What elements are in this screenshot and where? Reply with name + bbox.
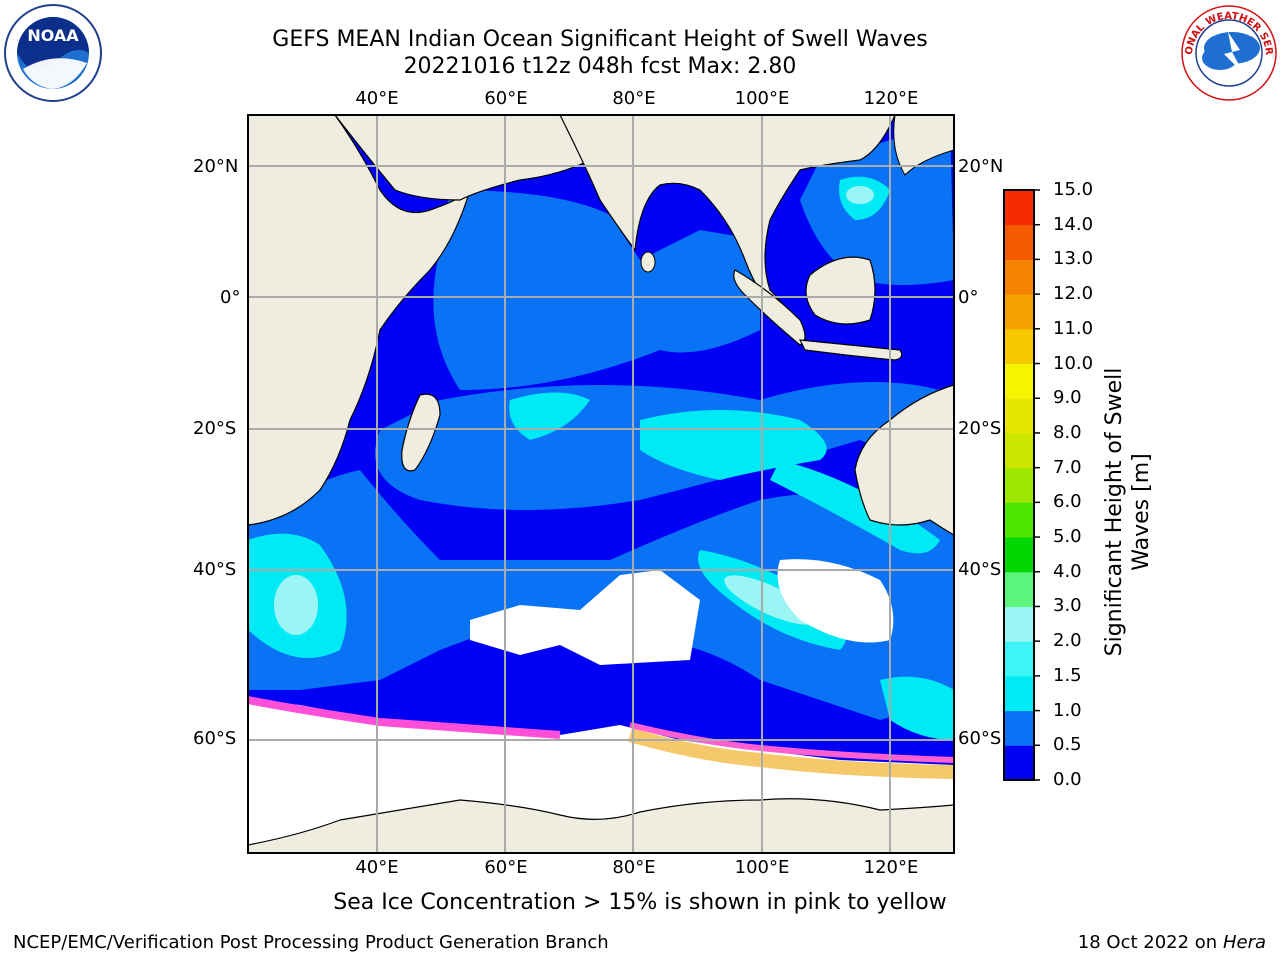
lon-label-bottom-60e: 60°E bbox=[484, 857, 528, 878]
credit-text: NCEP/EMC/Verification Post Processing Pr… bbox=[13, 932, 609, 953]
colorbar-tick-label: 4.0 bbox=[1053, 560, 1082, 582]
chart-title: GEFS MEAN Indian Ocean Significant Heigh… bbox=[272, 27, 928, 52]
colorbar-frame bbox=[1003, 189, 1035, 781]
africa-land bbox=[248, 115, 471, 526]
colorbar-segment bbox=[1004, 467, 1034, 503]
lat-label-left-20n: 20°N bbox=[193, 156, 239, 177]
sea-ice-patch-east bbox=[777, 559, 894, 643]
colorbar-tick-label: 14.0 bbox=[1053, 213, 1094, 235]
lat-label-left-60s: 60°S bbox=[193, 728, 237, 749]
date-text: 18 Oct 2022 on Hera bbox=[1078, 932, 1266, 953]
colorbar-segment bbox=[1004, 745, 1034, 781]
lon-label-top-100e: 100°E bbox=[734, 88, 790, 109]
lat-label-right-40s: 40°S bbox=[958, 559, 1002, 580]
colorbar-tick-label: 0.0 bbox=[1053, 769, 1082, 790]
madagascar-land bbox=[401, 393, 441, 472]
colorbar-segment bbox=[1004, 398, 1034, 434]
lon-label-bottom-120e: 120°E bbox=[863, 857, 919, 878]
colorbar-segment bbox=[1004, 675, 1034, 712]
colorbar-tick-label: 9.0 bbox=[1053, 387, 1082, 409]
borneo-land bbox=[805, 256, 876, 325]
sri-lanka-land bbox=[640, 251, 656, 273]
antarctica-land bbox=[248, 798, 954, 853]
colorbar-segment bbox=[1004, 537, 1034, 573]
sea-ice-extent-north bbox=[470, 570, 700, 665]
colorbar-segment bbox=[1004, 328, 1034, 365]
lat-label-left-40s: 40°S bbox=[193, 559, 237, 580]
lat-label-left-0: 0° bbox=[220, 287, 241, 308]
lat-label-right-20n: 20°N bbox=[958, 156, 1004, 177]
colorbar-tick-label: 10.0 bbox=[1053, 352, 1094, 374]
colorbar bbox=[1003, 189, 1040, 781]
colorbar-segment bbox=[1004, 606, 1034, 642]
colorbar-label: Significant Height of Swell Waves [m] bbox=[1102, 367, 1154, 657]
date-text-main: 18 Oct 2022 on bbox=[1077, 932, 1223, 953]
colorbar-segment bbox=[1004, 294, 1034, 330]
colorbar-tick-label: 1.0 bbox=[1053, 699, 1082, 721]
date-host: Hera bbox=[1222, 932, 1266, 953]
lon-label-top-120e: 120°E bbox=[863, 88, 919, 109]
lon-label-bottom-40e: 40°E bbox=[355, 857, 399, 878]
lon-label-top-60e: 60°E bbox=[484, 88, 528, 109]
colorbar-segment bbox=[1004, 190, 1034, 226]
colorbar-tick-label: 15.0 bbox=[1053, 179, 1094, 200]
nws-logo: NATIONAL WEATHER SERVICE bbox=[1180, 4, 1277, 101]
colorbar-segment bbox=[1004, 224, 1034, 260]
map-frame bbox=[247, 114, 955, 854]
colorbar-segment bbox=[1004, 571, 1034, 607]
colorbar-tick-label: 0.5 bbox=[1053, 734, 1082, 756]
colorbar-segment bbox=[1004, 710, 1034, 746]
colorbar-segment bbox=[1004, 502, 1034, 538]
java-land bbox=[798, 339, 903, 361]
australia-land bbox=[854, 384, 954, 536]
lat-label-left-20s: 20°S bbox=[193, 418, 237, 439]
lon-label-top-80e: 80°E bbox=[612, 88, 656, 109]
lat-label-right-20s: 20°S bbox=[958, 418, 1002, 439]
colorbar-segment bbox=[1004, 363, 1034, 399]
colorbar-segment bbox=[1004, 259, 1034, 295]
colorbar-segment bbox=[1004, 641, 1034, 677]
sea-ice-caption: Sea Ice Concentration > 15% is shown in … bbox=[333, 890, 947, 915]
chart-subtitle: 20221016 t12z 048h fcst Max: 2.80 bbox=[403, 54, 797, 79]
lon-label-bottom-80e: 80°E bbox=[612, 857, 656, 878]
colorbar-tick-label: 2.0 bbox=[1053, 630, 1082, 652]
colorbar-tick-label: 5.0 bbox=[1053, 526, 1082, 548]
lon-label-bottom-100e: 100°E bbox=[734, 857, 790, 878]
colorbar-tick-label: 7.0 bbox=[1053, 456, 1082, 478]
graticule bbox=[248, 115, 954, 853]
sea-ice-edge-yellow bbox=[628, 728, 954, 779]
lon-label-top-40e: 40°E bbox=[355, 88, 399, 109]
colorbar-tick-label: 11.0 bbox=[1053, 317, 1094, 339]
colorbar-tick-label: 12.0 bbox=[1053, 283, 1094, 305]
colorbar-tick-label: 8.0 bbox=[1053, 421, 1082, 443]
colorbar-tick-label: 6.0 bbox=[1053, 491, 1082, 513]
philippines-land bbox=[893, 115, 954, 176]
lat-label-right-60s: 60°S bbox=[958, 728, 1002, 749]
colorbar-tick-label: 1.5 bbox=[1053, 664, 1082, 686]
colorbar-tick-label: 13.0 bbox=[1053, 248, 1094, 270]
lat-label-right-0: 0° bbox=[958, 287, 979, 308]
colorbar-segment bbox=[1004, 432, 1034, 469]
sea-ice-edge-pink-east bbox=[629, 722, 954, 763]
colorbar-tick-label: 3.0 bbox=[1053, 595, 1082, 617]
noaa-logo-text: NOAA bbox=[27, 26, 79, 45]
sumatra-land bbox=[733, 269, 806, 346]
swell-peak-regions bbox=[274, 186, 874, 635]
noaa-logo: NOAA bbox=[4, 4, 102, 102]
